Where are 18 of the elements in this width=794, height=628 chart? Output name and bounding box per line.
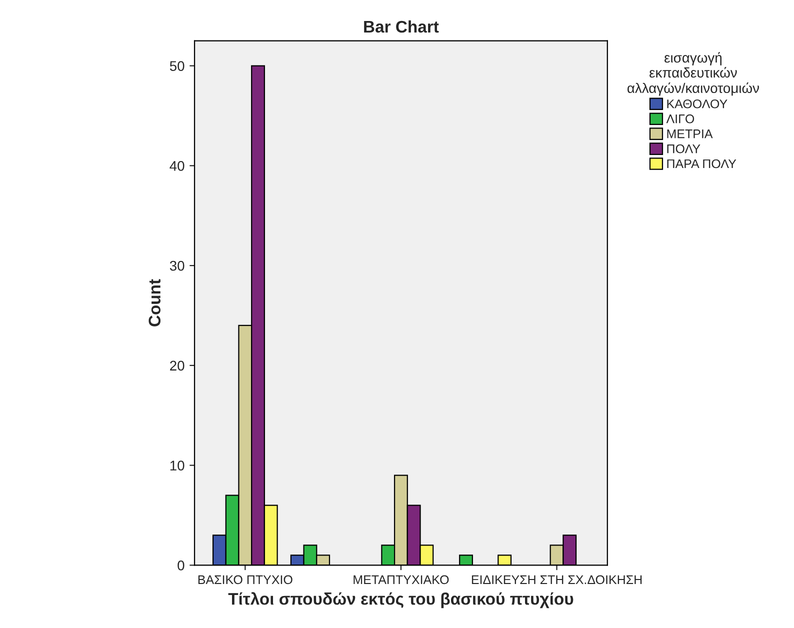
y-tick-label: 50 (170, 61, 184, 71)
legend-label: ΠΑΡΑ ΠΟΛΥ (667, 159, 736, 168)
y-axis-title: Count (148, 279, 161, 326)
legend-label: ΠΟΛΥ (667, 144, 700, 154)
x-tick-label: ΜΕΤΑΠΤΥΧΙΑΚΟ (354, 575, 449, 584)
legend-label: ΜΕΤΡΙΑ (667, 130, 713, 138)
y-tick-label: 30 (170, 260, 184, 271)
legend-title: εισαγωγή εκπαιδευτικών αλλαγών/καινοτομιών (628, 52, 759, 96)
y-tick-label: 20 (170, 360, 184, 371)
chart-title: Bar Chart (364, 20, 439, 33)
y-tick-label: 10 (170, 460, 184, 470)
y-tick-label: 40 (170, 161, 184, 171)
legend-label: ΛΙΓΟ (666, 114, 694, 124)
x-tick-label: ΒΑΣΙΚΟ ΠΤΥΧΙΟ (198, 575, 292, 584)
legend-label: ΚΑΘΟΛΟΥ (667, 99, 728, 108)
x-axis-title: Τίτλοι σπουδών εκτός του βασικού πτυχίου (228, 592, 574, 608)
x-tick-label: ΕΙΔΙΚΕΥΣΗ ΣΤΗ ΣΧ.ΔΟΙΚΗΣΗ (472, 575, 642, 584)
y-tick-label: 0 (178, 560, 184, 570)
